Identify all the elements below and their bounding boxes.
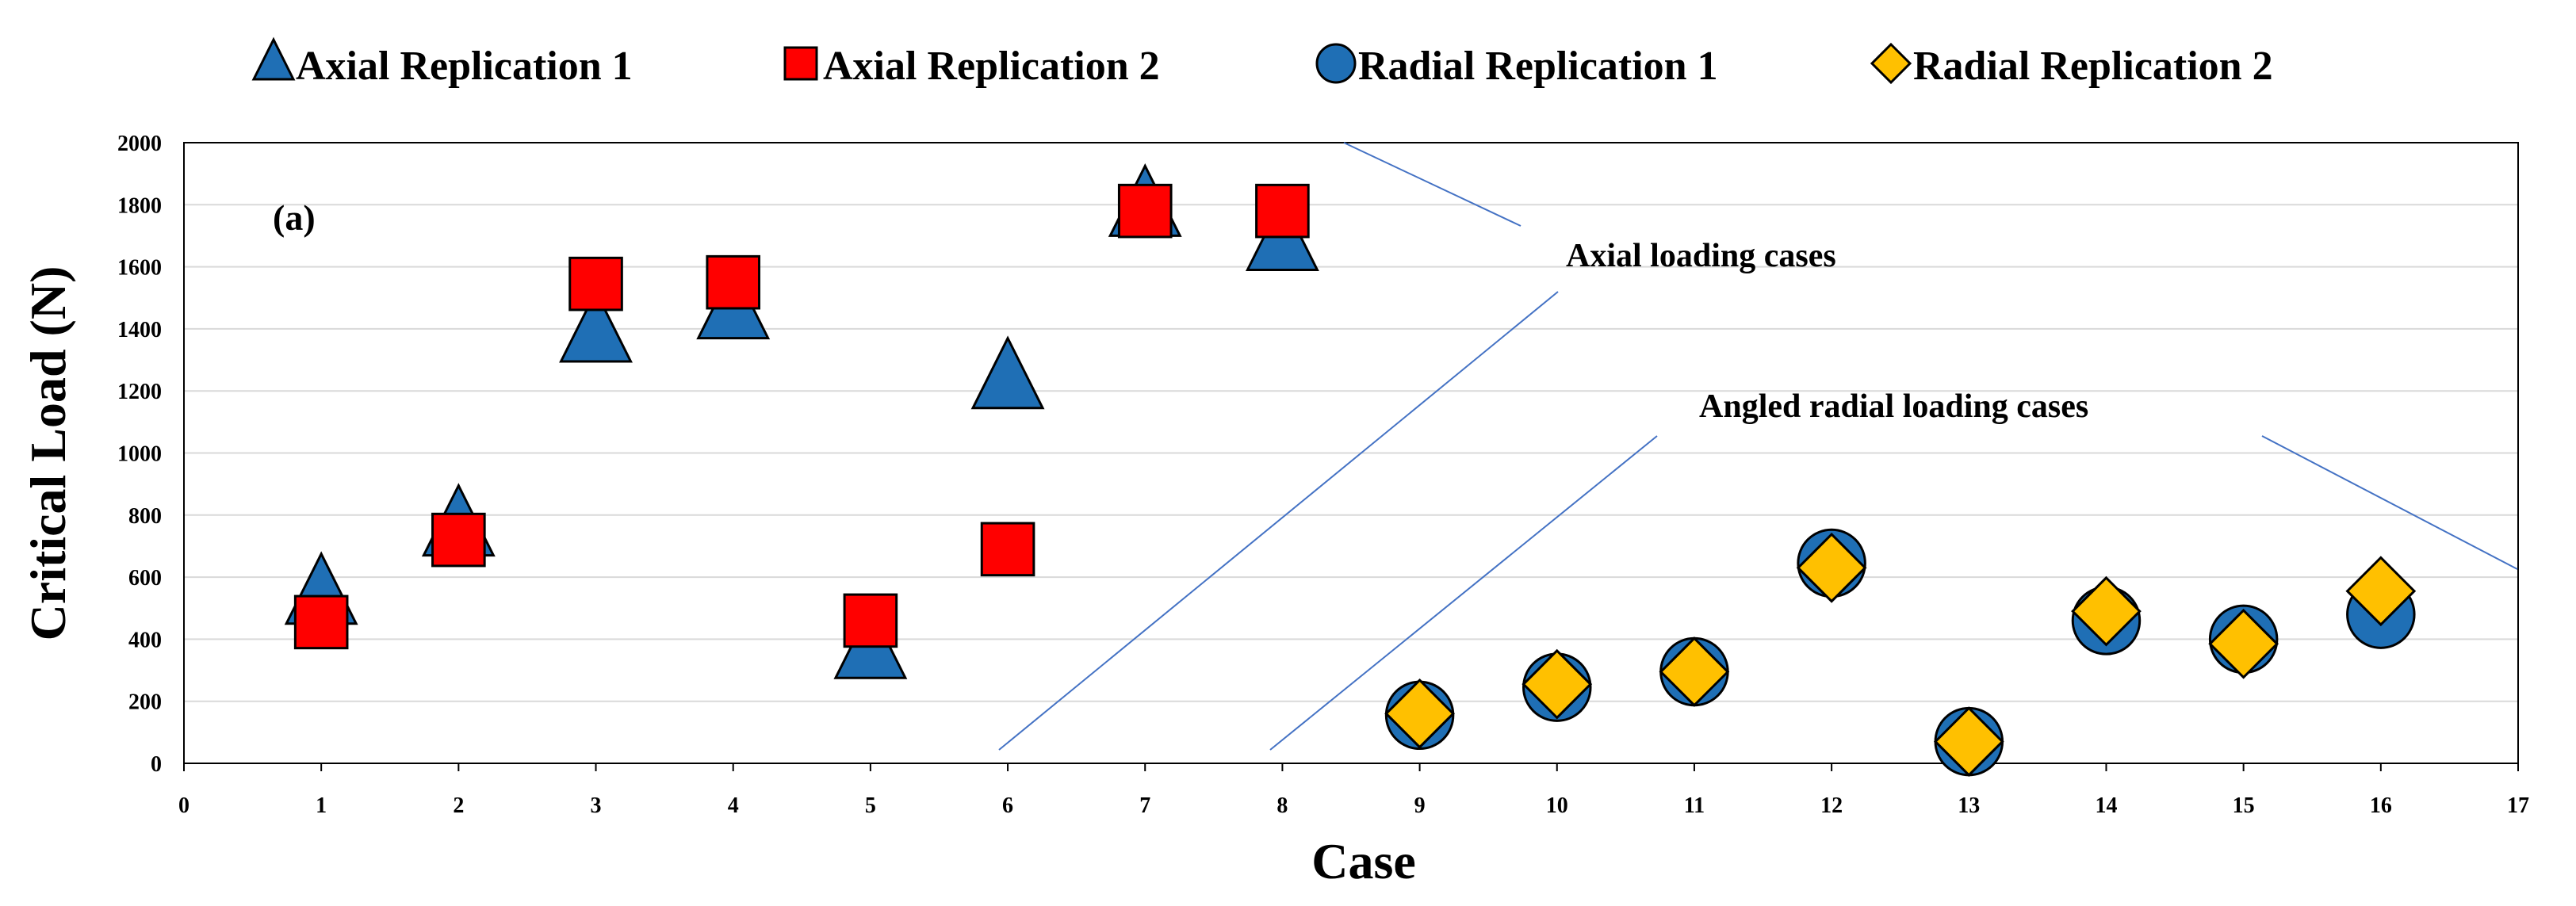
annotation-angled-radial-loading: Angled radial loading cases <box>1699 388 2088 425</box>
data-point-square <box>1117 183 1173 239</box>
x-tick-label: 13 <box>1958 793 1980 818</box>
annotation-line <box>1343 142 1521 227</box>
x-tick-label: 7 <box>1139 793 1150 818</box>
x-tick-label: 11 <box>1684 793 1705 818</box>
data-point-diamond <box>2345 556 2417 627</box>
data-point-triangle <box>970 335 1045 410</box>
legend-label: Axial Replication 1 <box>296 44 633 89</box>
x-tick-label: 4 <box>728 793 739 818</box>
y-tick-label: 0 <box>151 752 162 777</box>
x-tick-label: 9 <box>1414 793 1426 818</box>
data-point-square <box>293 594 349 650</box>
x-tick-label: 1 <box>316 793 327 818</box>
data-point-square <box>980 522 1035 577</box>
data-point-diamond <box>2208 608 2279 679</box>
data-point-square <box>568 256 623 312</box>
data-point-square <box>431 512 486 568</box>
x-tick-label: 15 <box>2233 793 2255 818</box>
series-axial-replication-1 <box>284 163 1319 679</box>
x-tick-label: 12 <box>1820 793 1843 818</box>
legend-marker-triangle <box>251 36 296 81</box>
x-tick-label: 0 <box>178 793 189 818</box>
y-tick-label: 1800 <box>117 193 162 218</box>
annotation-line <box>998 291 1559 751</box>
data-point-diamond <box>1384 678 1455 749</box>
y-tick-label: 1400 <box>117 318 162 342</box>
x-tick-label: 2 <box>453 793 464 818</box>
panel-label: (a) <box>273 197 316 238</box>
x-tick-label: 14 <box>2095 793 2117 818</box>
annotation-line <box>2261 435 2518 570</box>
gridlines <box>184 204 2518 702</box>
legend-marker-circle <box>1315 43 1357 84</box>
x-tick-label: 8 <box>1277 793 1288 818</box>
legend-marker-square <box>783 46 818 81</box>
y-tick-label: 800 <box>128 504 162 529</box>
y-tick-label: 600 <box>128 566 162 591</box>
data-points <box>284 163 2417 777</box>
y-tick-label: 1200 <box>117 380 162 404</box>
legend-item: Axial Replication 2 <box>783 44 1160 89</box>
legend-item: Radial Replication 2 <box>1870 42 2273 89</box>
y-tick-label: 400 <box>128 628 162 652</box>
series-axial-replication-2 <box>293 183 1310 650</box>
data-point-square <box>1255 183 1310 239</box>
series-radial-replication-2 <box>1384 532 2417 777</box>
data-point-square <box>706 254 761 310</box>
x-tick-label: 5 <box>865 793 876 818</box>
y-tick-label: 200 <box>128 690 162 715</box>
legend: Axial Replication 1 Axial Replication 2 Ra… <box>251 36 2273 89</box>
x-tick-label: 6 <box>1002 793 1013 818</box>
annotation-axial-loading: Axial loading cases <box>1566 238 1836 274</box>
y-tick-labels: 0 200 400 600 800 1000 1200 1400 1600 1800 2000 <box>117 132 162 777</box>
data-point-diamond <box>1933 706 2004 777</box>
legend-label: Radial Replication 1 <box>1358 44 1718 89</box>
x-tick-label: 3 <box>591 793 602 818</box>
legend-item: Radial Replication 1 <box>1315 43 1718 89</box>
data-point-diamond <box>1521 648 1593 720</box>
data-point-triangle <box>559 289 633 363</box>
legend-label: Axial Replication 2 <box>823 44 1160 89</box>
annotations: Axial loading cases Angled radial loadin… <box>998 142 2518 751</box>
data-point-diamond <box>1659 636 1730 707</box>
x-tick-label: 10 <box>1546 793 1568 818</box>
x-tick-labels: 0 1 2 3 4 5 6 7 8 9 10 11 12 13 14 15 16 17 <box>178 763 2529 818</box>
y-tick-label: 1600 <box>117 256 162 281</box>
legend-label: Radial Replication 2 <box>1913 44 2273 89</box>
annotation-line <box>1269 435 1658 751</box>
y-tick-label: 2000 <box>117 132 162 156</box>
legend-marker-diamond <box>1870 42 1912 85</box>
x-tick-label: 17 <box>2507 793 2529 818</box>
y-axis-title: Critical Load (N) <box>20 266 76 641</box>
legend-item: Axial Replication 1 <box>251 36 633 89</box>
data-point-diamond <box>2071 575 2142 647</box>
x-tick-label: 16 <box>2370 793 2392 818</box>
data-point-diamond <box>1796 532 1867 603</box>
y-tick-label: 1000 <box>117 442 162 467</box>
plot-area-frame <box>183 142 2519 764</box>
data-point-square <box>843 593 898 648</box>
x-axis-title: Case <box>1311 833 1416 889</box>
